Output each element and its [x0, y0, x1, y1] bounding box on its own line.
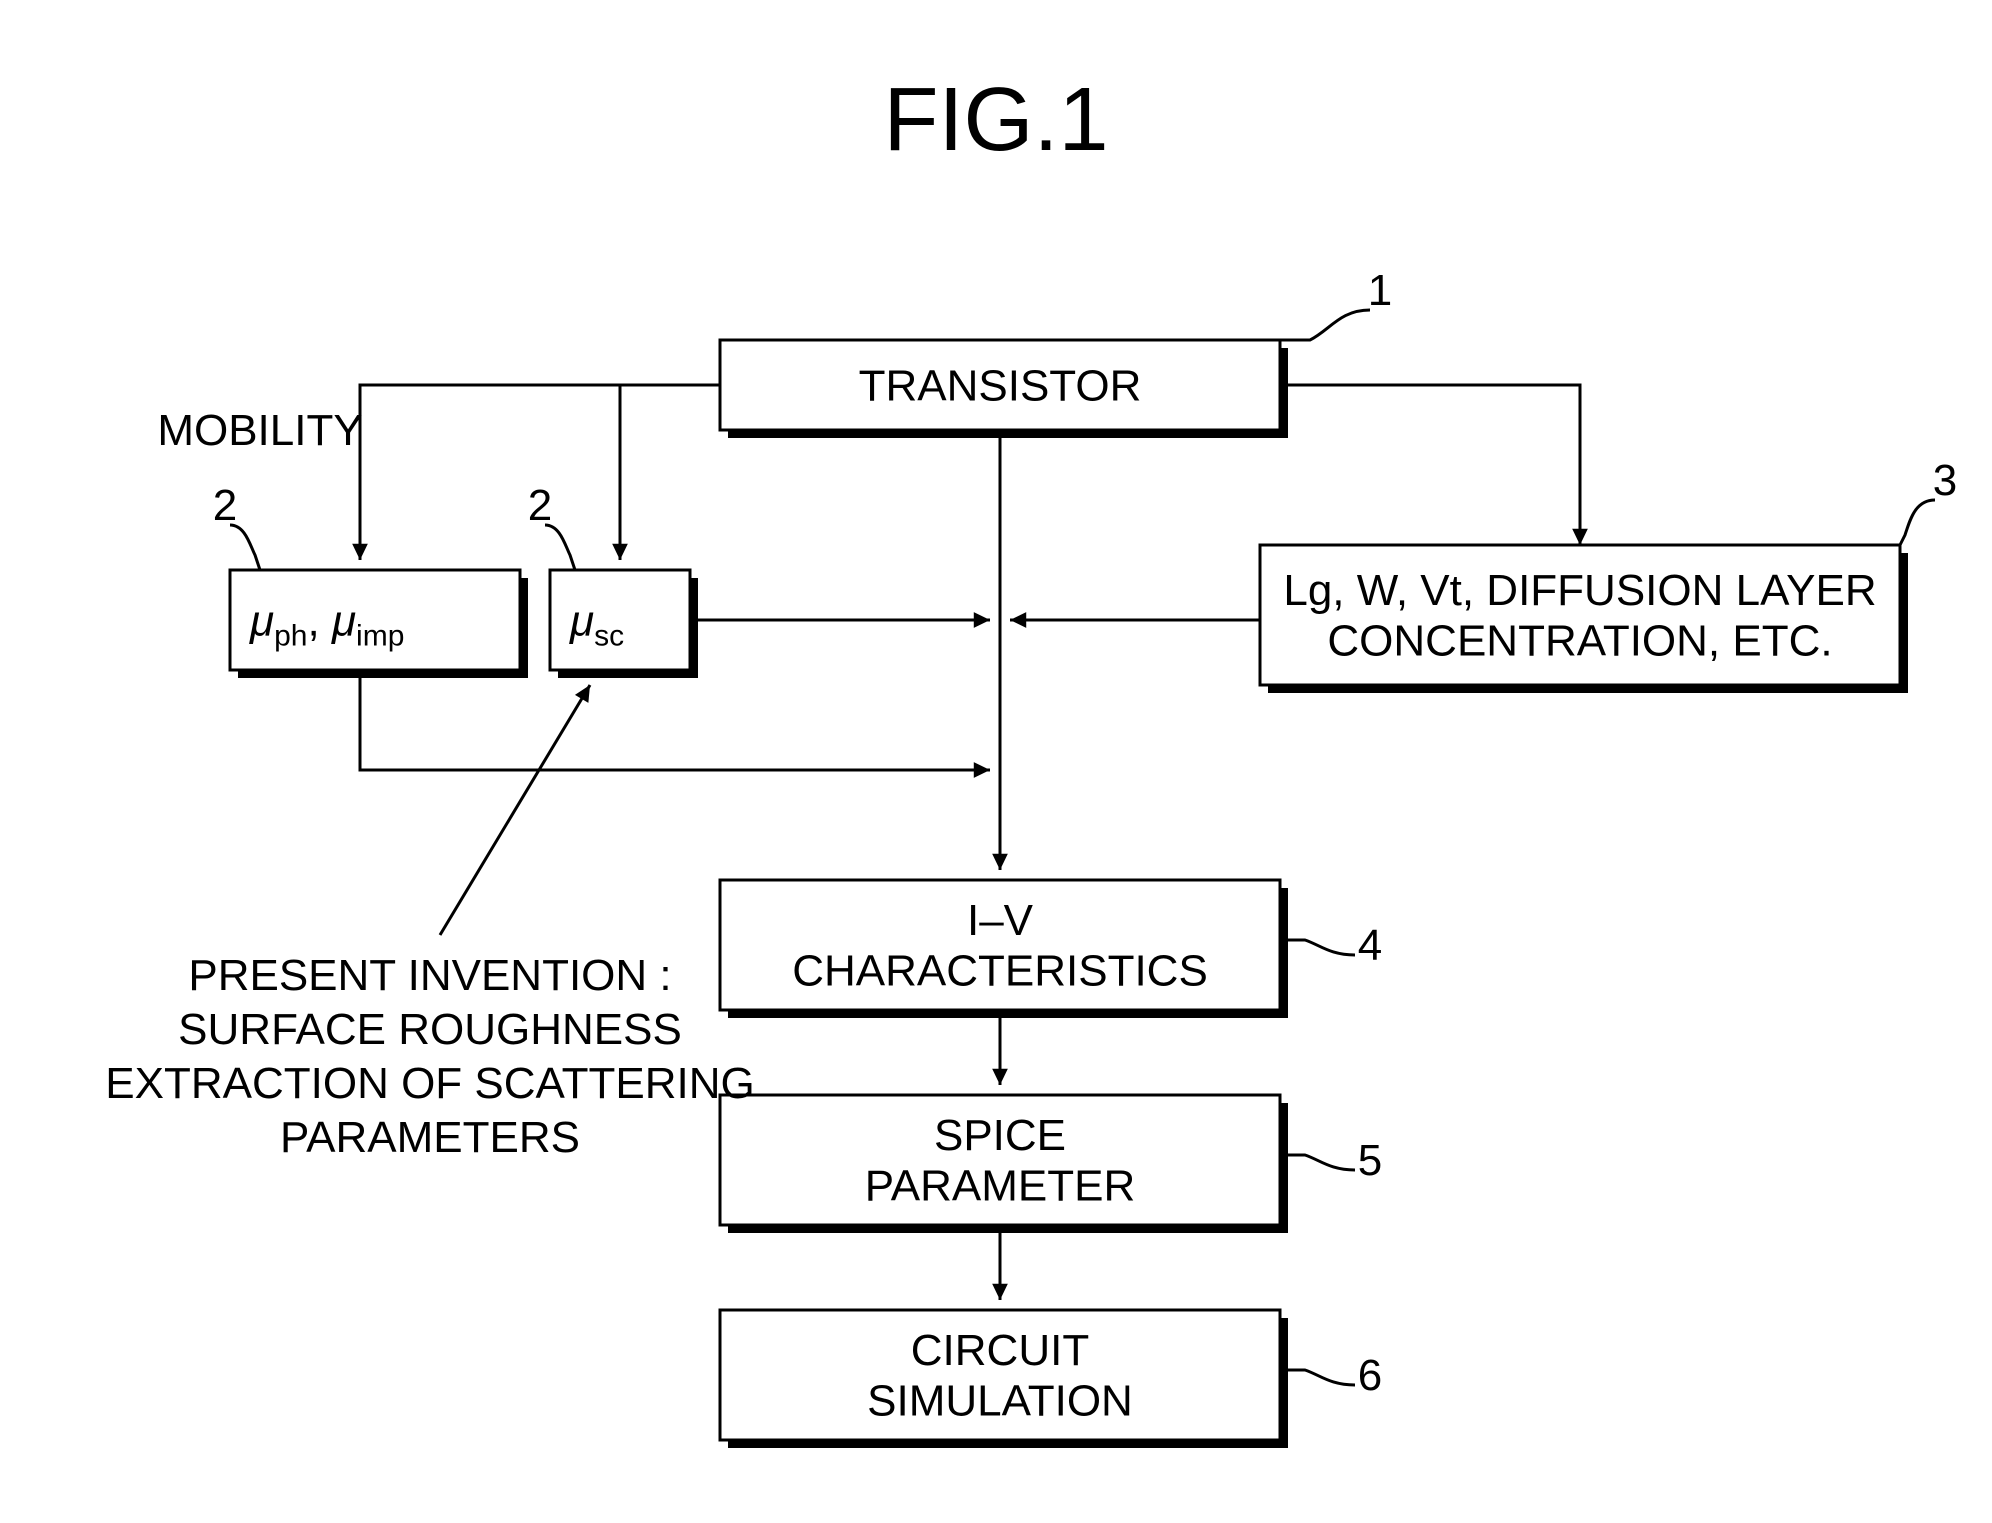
arrowhead — [974, 612, 990, 628]
box-spice-line-0: SPICE — [934, 1111, 1066, 1160]
label-invention-line-3: PARAMETERS — [280, 1113, 580, 1162]
leader-l3 — [1900, 500, 1935, 545]
arrow-a_trans_to_2a — [360, 385, 720, 560]
label-mobility: MOBILITY — [157, 406, 362, 455]
box-iv-line-1: CHARACTERISTICS — [792, 947, 1208, 996]
arrowhead — [612, 544, 628, 560]
box-circuit-sim-line-0: CIRCUIT — [911, 1326, 1089, 1375]
ref-n2a: 2 — [213, 481, 237, 530]
arrowhead — [992, 854, 1008, 870]
arrowhead — [992, 1069, 1008, 1085]
ref-n3: 3 — [1933, 456, 1957, 505]
leader-l2b — [545, 525, 575, 570]
arrowhead — [352, 544, 368, 560]
box-circuit-sim-line-1: SIMULATION — [867, 1377, 1133, 1426]
box-spice-line-1: PARAMETER — [865, 1162, 1136, 1211]
leader-l2a — [230, 525, 260, 570]
label-invention-line-2: EXTRACTION OF SCATTERING — [105, 1059, 754, 1108]
leader-l5 — [1280, 1155, 1355, 1170]
ref-n1: 1 — [1368, 266, 1392, 315]
leader-l4 — [1280, 940, 1355, 955]
arrowhead — [974, 762, 990, 778]
box-transistor-line-0: TRANSISTOR — [859, 361, 1142, 410]
leader-l6 — [1280, 1370, 1355, 1385]
box-params-line-0: Lg, W, Vt, DIFFUSION LAYER — [1283, 566, 1876, 615]
arrow-a_inv_to_2b — [440, 685, 590, 935]
figure-title: FIG.1 — [883, 70, 1108, 170]
arrow-a_trans_to_2b — [620, 385, 720, 560]
arrowhead — [1010, 612, 1026, 628]
box-iv-line-0: I–V — [967, 896, 1034, 945]
ref-n2b: 2 — [528, 481, 552, 530]
ref-n4: 4 — [1358, 921, 1382, 970]
arrowhead — [992, 1284, 1008, 1300]
leader-l1 — [1280, 310, 1370, 340]
ref-n5: 5 — [1358, 1136, 1382, 1185]
ref-n6: 6 — [1358, 1351, 1382, 1400]
box-params-line-1: CONCENTRATION, ETC. — [1327, 617, 1832, 666]
label-invention-line-1: SURFACE ROUGHNESS — [178, 1005, 682, 1054]
arrowhead — [1572, 529, 1588, 545]
label-invention-line-0: PRESENT INVENTION : — [188, 951, 671, 1000]
arrow-a_2a_to_main — [360, 670, 990, 770]
arrow-a_trans_to_3 — [1280, 385, 1580, 545]
